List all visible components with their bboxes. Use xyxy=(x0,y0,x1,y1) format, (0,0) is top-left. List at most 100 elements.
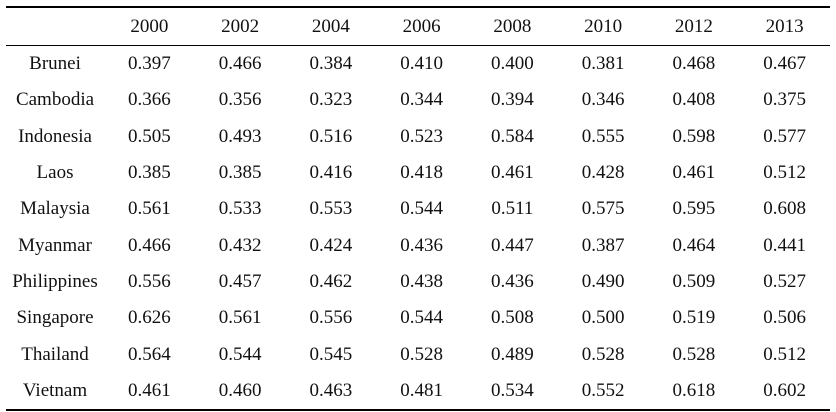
value-cell: 0.418 xyxy=(400,162,443,184)
value-cell: 0.575 xyxy=(581,198,625,220)
value-cell: 0.545 xyxy=(309,343,353,365)
value-cell: 0.561 xyxy=(128,198,171,220)
value-cell: 0.436 xyxy=(491,270,534,292)
value-cell: 0.397 xyxy=(128,53,171,75)
table-row: Malaysia 0.561 0.533 0.553 0.544 0.511 0.575 0.… xyxy=(6,191,830,227)
country-name-cell: Malaysia xyxy=(20,198,90,220)
value-cell: 0.416 xyxy=(309,162,353,184)
value-cell: 0.552 xyxy=(581,379,625,401)
value-cell: 0.323 xyxy=(309,89,353,111)
value-cell: 0.511 xyxy=(491,198,534,220)
value-cell: 0.556 xyxy=(309,307,353,329)
value-cell: 0.490 xyxy=(581,270,625,292)
value-cell: 0.468 xyxy=(672,53,716,75)
value-cell: 0.467 xyxy=(763,53,806,75)
value-cell: 0.512 xyxy=(763,343,806,365)
header-row: 2000 2002 2004 2006 2008 2010 2012 2013 xyxy=(6,7,830,46)
value-cell: 0.553 xyxy=(309,198,353,220)
value-cell: 0.544 xyxy=(400,198,443,220)
value-cell: 0.608 xyxy=(763,198,806,220)
value-cell: 0.493 xyxy=(218,125,262,147)
country-name-cell: Singapore xyxy=(16,307,94,329)
table-row: Indonesia 0.505 0.493 0.516 0.523 0.584 0.555 0… xyxy=(6,119,830,155)
value-cell: 0.375 xyxy=(763,89,806,111)
value-cell: 0.544 xyxy=(218,343,262,365)
value-cell: 0.436 xyxy=(400,234,443,256)
value-cell: 0.394 xyxy=(491,89,534,111)
value-cell: 0.463 xyxy=(309,379,353,401)
value-cell: 0.461 xyxy=(672,162,716,184)
value-cell: 0.527 xyxy=(763,270,806,292)
country-name-cell: Myanmar xyxy=(18,234,92,256)
header-year-cell: 2002 xyxy=(221,15,260,37)
value-cell: 0.481 xyxy=(400,379,443,401)
table-header: 2000 2002 2004 2006 2008 2010 2012 2013 xyxy=(6,7,830,46)
value-cell: 0.441 xyxy=(763,234,806,256)
value-cell: 0.366 xyxy=(128,89,171,111)
data-table: 2000 2002 2004 2006 2008 2010 2012 2013 … xyxy=(6,6,830,411)
country-name-cell: Cambodia xyxy=(15,89,95,111)
header-year-cell: 2008 xyxy=(493,15,532,37)
value-cell: 0.555 xyxy=(581,125,625,147)
country-name-cell: Indonesia xyxy=(18,125,92,147)
value-cell: 0.528 xyxy=(672,343,716,365)
value-cell: 0.595 xyxy=(672,198,716,220)
value-cell: 0.528 xyxy=(400,343,443,365)
value-cell: 0.462 xyxy=(309,270,353,292)
value-cell: 0.561 xyxy=(218,307,262,329)
country-name-cell: Philippines xyxy=(12,270,98,292)
value-cell: 0.512 xyxy=(763,162,806,184)
table-row: Vietnam 0.461 0.460 0.463 0.481 0.534 0.552 0.6… xyxy=(6,373,830,410)
value-cell: 0.460 xyxy=(218,379,262,401)
header-year-cell: 2006 xyxy=(402,15,441,37)
value-cell: 0.584 xyxy=(491,125,534,147)
value-cell: 0.618 xyxy=(672,379,716,401)
value-cell: 0.344 xyxy=(400,89,443,111)
value-cell: 0.508 xyxy=(491,307,534,329)
value-cell: 0.432 xyxy=(218,234,262,256)
value-cell: 0.464 xyxy=(672,234,716,256)
value-cell: 0.544 xyxy=(400,307,443,329)
table-row: Thailand 0.564 0.544 0.545 0.528 0.489 0.528 0.… xyxy=(6,336,830,372)
table-row: Myanmar 0.466 0.432 0.424 0.436 0.447 0.387 0.4… xyxy=(6,227,830,263)
header-year-cell: 2012 xyxy=(674,15,713,37)
value-cell: 0.461 xyxy=(128,379,171,401)
table-row: Brunei 0.397 0.466 0.384 0.410 0.400 0.381 0.46… xyxy=(6,46,830,83)
header-year-cell: 2010 xyxy=(584,15,623,37)
value-cell: 0.626 xyxy=(128,307,171,329)
value-cell: 0.457 xyxy=(218,270,262,292)
value-cell: 0.461 xyxy=(491,162,534,184)
value-cell: 0.509 xyxy=(672,270,716,292)
value-cell: 0.466 xyxy=(218,53,262,75)
value-cell: 0.466 xyxy=(128,234,171,256)
value-cell: 0.564 xyxy=(128,343,171,365)
value-cell: 0.500 xyxy=(581,307,625,329)
country-name-cell: Brunei xyxy=(29,53,81,75)
country-name-cell: Laos xyxy=(36,162,74,184)
value-cell: 0.400 xyxy=(491,53,534,75)
value-cell: 0.438 xyxy=(400,270,443,292)
value-cell: 0.598 xyxy=(672,125,716,147)
value-cell: 0.381 xyxy=(581,53,625,75)
value-cell: 0.356 xyxy=(218,89,262,111)
table-body: Brunei 0.397 0.466 0.384 0.410 0.400 0.381 0.46… xyxy=(6,46,830,410)
value-cell: 0.428 xyxy=(581,162,625,184)
value-cell: 0.447 xyxy=(491,234,534,256)
table-row: Philippines 0.556 0.457 0.462 0.438 0.436 0.49… xyxy=(6,264,830,300)
value-cell: 0.385 xyxy=(128,162,171,184)
value-cell: 0.534 xyxy=(491,379,534,401)
value-cell: 0.577 xyxy=(763,125,806,147)
value-cell: 0.516 xyxy=(309,125,353,147)
value-cell: 0.505 xyxy=(128,125,171,147)
table-row: Cambodia 0.366 0.356 0.323 0.344 0.394 0.346 0.… xyxy=(6,82,830,118)
value-cell: 0.533 xyxy=(218,198,262,220)
value-cell: 0.385 xyxy=(218,162,262,184)
value-cell: 0.410 xyxy=(400,53,443,75)
header-year-cell: 2000 xyxy=(130,15,169,37)
value-cell: 0.384 xyxy=(309,53,353,75)
value-cell: 0.387 xyxy=(581,234,625,256)
value-cell: 0.528 xyxy=(581,343,625,365)
country-name-cell: Vietnam xyxy=(22,379,88,401)
header-corner-cell xyxy=(6,7,104,46)
